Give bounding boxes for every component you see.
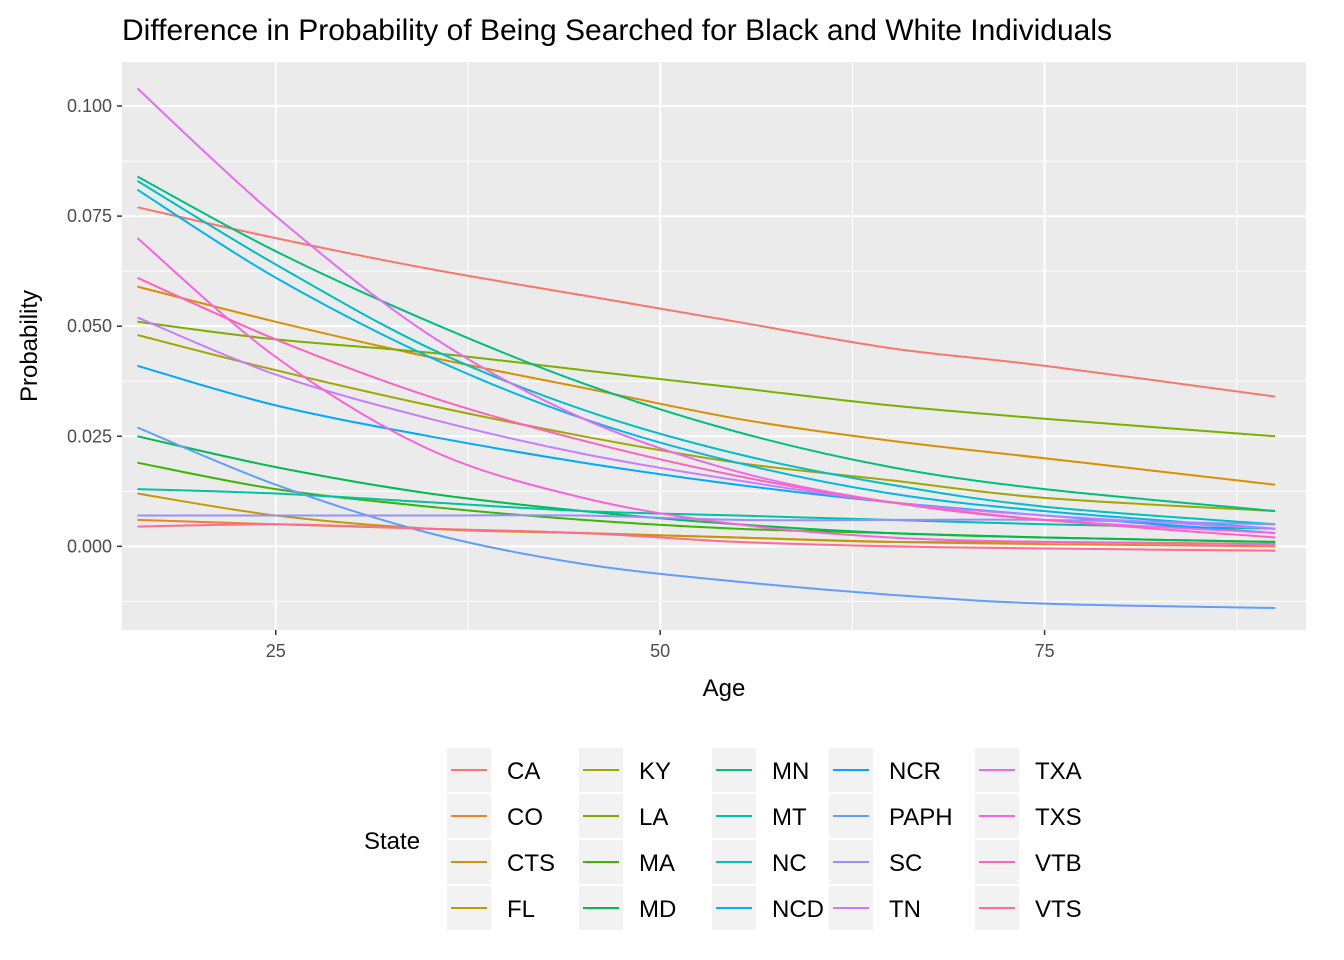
legend-label: CTS xyxy=(507,850,555,877)
legend-title: State xyxy=(364,828,420,855)
y-axis-title: Probability xyxy=(16,290,43,402)
legend-label: NC xyxy=(772,850,807,877)
legend-label: KY xyxy=(639,758,671,785)
legend-label: LA xyxy=(639,804,668,831)
series-line-tn xyxy=(137,316,1276,530)
legend-label: TXS xyxy=(1035,804,1082,831)
legend-label: VTS xyxy=(1035,896,1082,923)
legend-label: TXA xyxy=(1035,758,1082,785)
y-tick-label: 0.000 xyxy=(67,536,112,556)
chart-title: Difference in Probability of Being Searc… xyxy=(122,14,1112,47)
legend-label: NCD xyxy=(772,896,824,923)
series-line-paph xyxy=(137,426,1276,609)
series-line-vtb xyxy=(136,276,1276,539)
legend-label: FL xyxy=(507,896,535,923)
legend-label: CA xyxy=(507,758,540,785)
legend-label: NCR xyxy=(889,758,941,785)
y-axis: 0.000 0.025 0.050 0.075 0.100 xyxy=(67,96,122,556)
legend-label: SC xyxy=(889,850,922,877)
series-line-mn xyxy=(136,175,1276,513)
legend-label: TN xyxy=(889,896,921,923)
series-lines xyxy=(136,87,1276,609)
x-tick-label: 25 xyxy=(266,641,286,661)
series-line-la xyxy=(137,320,1276,438)
series-line-txs xyxy=(136,237,1276,546)
y-tick-label: 0.050 xyxy=(67,316,112,336)
series-line-ncd xyxy=(136,188,1276,530)
x-axis: 25 50 75 xyxy=(266,630,1055,661)
legend-label: VTB xyxy=(1035,850,1082,877)
gridlines xyxy=(122,62,1306,630)
x-axis-title: Age xyxy=(703,675,746,702)
legend-label: MA xyxy=(639,850,675,877)
y-tick-label: 0.025 xyxy=(67,426,112,446)
legend-label: MN xyxy=(772,758,809,785)
x-tick-label: 50 xyxy=(650,641,670,661)
series-line-nc xyxy=(136,180,1276,526)
legend-label: CO xyxy=(507,804,543,831)
legend-label: MD xyxy=(639,896,676,923)
plot-panel xyxy=(122,62,1306,630)
series-line-ky xyxy=(137,334,1276,513)
y-tick-label: 0.100 xyxy=(67,96,112,116)
series-line-cts xyxy=(137,285,1276,486)
y-tick-label: 0.075 xyxy=(67,206,112,226)
series-line-ca xyxy=(137,206,1276,398)
legend-label: PAPH xyxy=(889,804,953,831)
series-line-md xyxy=(137,435,1276,543)
series-line-vts xyxy=(137,523,1276,552)
x-tick-label: 75 xyxy=(1035,641,1055,661)
legend-label: MT xyxy=(772,804,807,831)
legend: State CA CO CTS FL KY LA MA MD MN MT NC NCD NCR PAPH S… xyxy=(364,748,1082,930)
